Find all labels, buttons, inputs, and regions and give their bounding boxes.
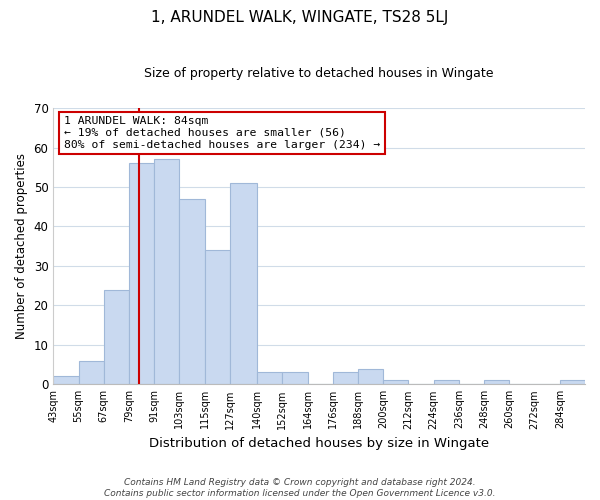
Bar [129,164,154,384]
Bar [560,380,585,384]
Bar [205,250,230,384]
Title: Size of property relative to detached houses in Wingate: Size of property relative to detached ho… [145,68,494,80]
Y-axis label: Number of detached properties: Number of detached properties [15,153,28,339]
Bar [283,372,308,384]
Bar [154,160,179,384]
Bar [230,183,257,384]
Bar [383,380,409,384]
Bar [79,360,104,384]
Bar [358,368,383,384]
Bar [333,372,358,384]
Bar [484,380,509,384]
Bar [179,199,205,384]
Text: 1, ARUNDEL WALK, WINGATE, TS28 5LJ: 1, ARUNDEL WALK, WINGATE, TS28 5LJ [151,10,449,25]
Bar [257,372,283,384]
Text: 1 ARUNDEL WALK: 84sqm
← 19% of detached houses are smaller (56)
80% of semi-deta: 1 ARUNDEL WALK: 84sqm ← 19% of detached … [64,116,380,150]
Bar [434,380,459,384]
Text: Contains HM Land Registry data © Crown copyright and database right 2024.
Contai: Contains HM Land Registry data © Crown c… [104,478,496,498]
Bar [53,376,79,384]
X-axis label: Distribution of detached houses by size in Wingate: Distribution of detached houses by size … [149,437,489,450]
Bar [104,290,129,384]
